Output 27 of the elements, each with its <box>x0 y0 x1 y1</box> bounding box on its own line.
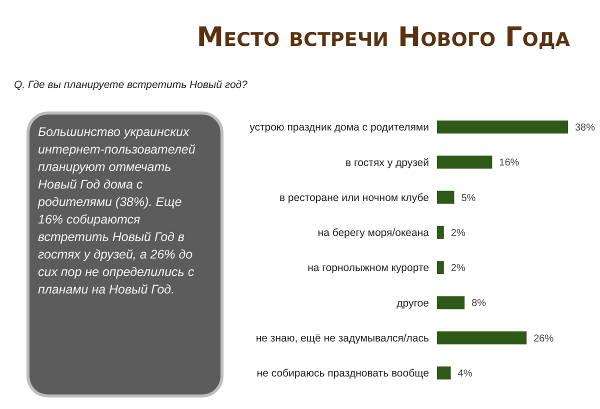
y-tick-label: в ресторане или ночном клубе <box>279 192 430 204</box>
bar <box>437 261 444 274</box>
bar <box>437 156 492 169</box>
data-label: 2% <box>450 263 466 274</box>
bar <box>437 331 527 344</box>
y-tick-label: на берегу моря/океана <box>318 227 430 240</box>
data-label: 5% <box>461 192 476 204</box>
bar <box>437 366 451 380</box>
y-tick-label: другое <box>396 297 430 310</box>
text: Большинство украинских интернет-пользователей планируют отмечать Новый Год дома с родителями (38%). Еще 16% собираются встретить Новый Год в гостях у друзей, а 26% до сих пор не определились с планами на Новый Год. <box>38 125 196 296</box>
bar <box>437 120 568 134</box>
data-label: 2% <box>450 228 466 239</box>
data-label: 38% <box>575 122 596 134</box>
data-label: 8% <box>472 298 486 310</box>
data-label: 4% <box>458 368 472 380</box>
bar <box>437 190 454 204</box>
bar <box>437 226 444 239</box>
y-tick-label: устрою праздник дома с родителями <box>250 122 430 134</box>
y-tick-label: не знаю, ещё не задумывался/лась <box>256 332 430 345</box>
data-label: 26% <box>534 333 554 344</box>
chart-title: Место встречи Нового Года <box>196 22 570 53</box>
data-label: 16% <box>499 158 520 169</box>
y-tick-label: не собираюсь праздновать вообще <box>256 368 430 380</box>
text: Q. Где вы планируете встретить Новый год? <box>14 79 248 91</box>
y-tick-label: в гостях у друзей <box>345 156 430 169</box>
bar <box>437 296 465 310</box>
y-tick-label: на горнолыжном курорте <box>308 262 430 274</box>
